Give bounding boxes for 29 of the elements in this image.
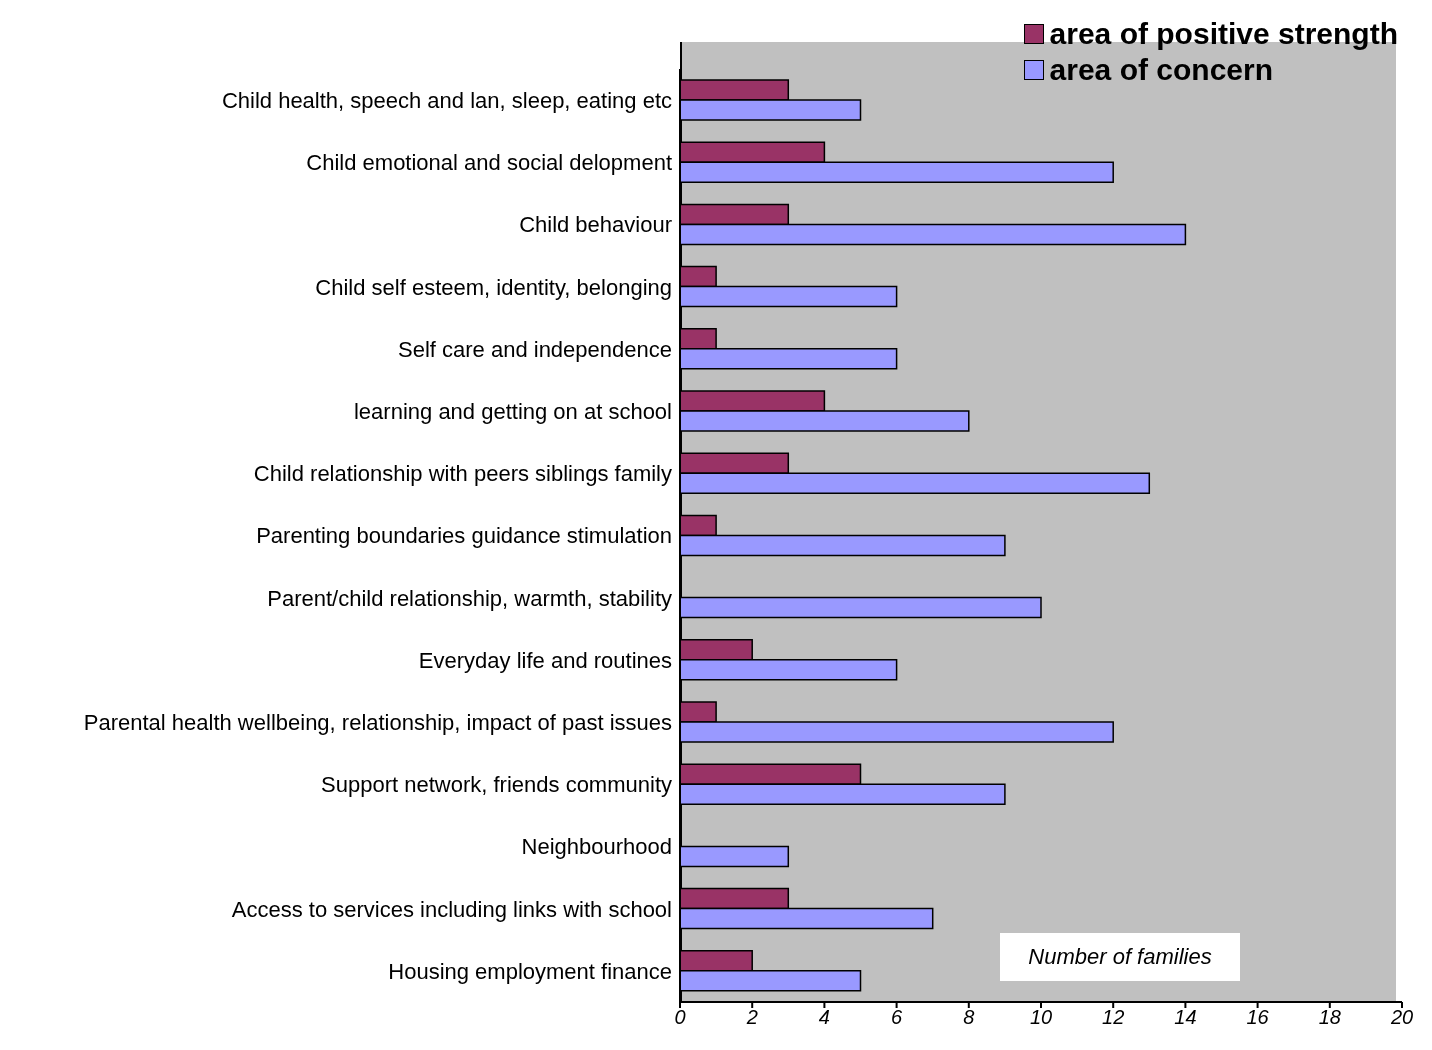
x-tick-label: 8 — [963, 1006, 975, 1029]
x-tick-label: 16 — [1246, 1006, 1270, 1029]
x-tick-label: 4 — [818, 1006, 830, 1029]
y-tick-label: Self care and independence — [398, 336, 672, 362]
y-tick-label: Parental health wellbeing, relationship, impact of past issues — [83, 709, 672, 735]
legend-label: area of concern — [1049, 53, 1273, 87]
y-tick-label: learning and getting on at school — [353, 398, 672, 424]
y-tick-label: Child behaviour — [519, 212, 672, 238]
legend-label: area of positive strength — [1049, 17, 1398, 51]
y-tick-label: Parenting boundaries guidance stimulation — [256, 523, 672, 549]
y-tick-label: Neighbourhood — [521, 834, 672, 860]
x-tick-label: 6 — [891, 1006, 904, 1029]
x-axis-title: Number of families — [1000, 933, 1240, 981]
x-tick-label: 20 — [1389, 1006, 1414, 1029]
y-tick-label: Housing employment finance — [388, 958, 672, 984]
y-tick-label: Child health, speech and lan, sleep, eating etc — [221, 87, 672, 113]
y-tick-label: Everyday life and routines — [418, 647, 672, 673]
x-tick-label: 10 — [1029, 1006, 1053, 1029]
x-tick-label: 12 — [1102, 1006, 1125, 1029]
x-tick-label: 14 — [1174, 1006, 1197, 1029]
y-tick-label: Access to services including links with school — [231, 896, 672, 922]
y-tick-label: Support network, friends community — [321, 772, 672, 798]
x-tick-label: 0 — [674, 1006, 686, 1029]
y-tick-label: Parent/child relationship, warmth, stability — [267, 585, 672, 611]
y-tick-label: Child relationship with peers siblings family — [253, 461, 672, 487]
x-tick-label: 2 — [745, 1006, 758, 1029]
y-tick-label: Child self esteem, identity, belonging — [315, 274, 672, 300]
x-tick-label: 18 — [1318, 1006, 1341, 1029]
y-tick-label: Child emotional and social delopment — [306, 150, 672, 176]
